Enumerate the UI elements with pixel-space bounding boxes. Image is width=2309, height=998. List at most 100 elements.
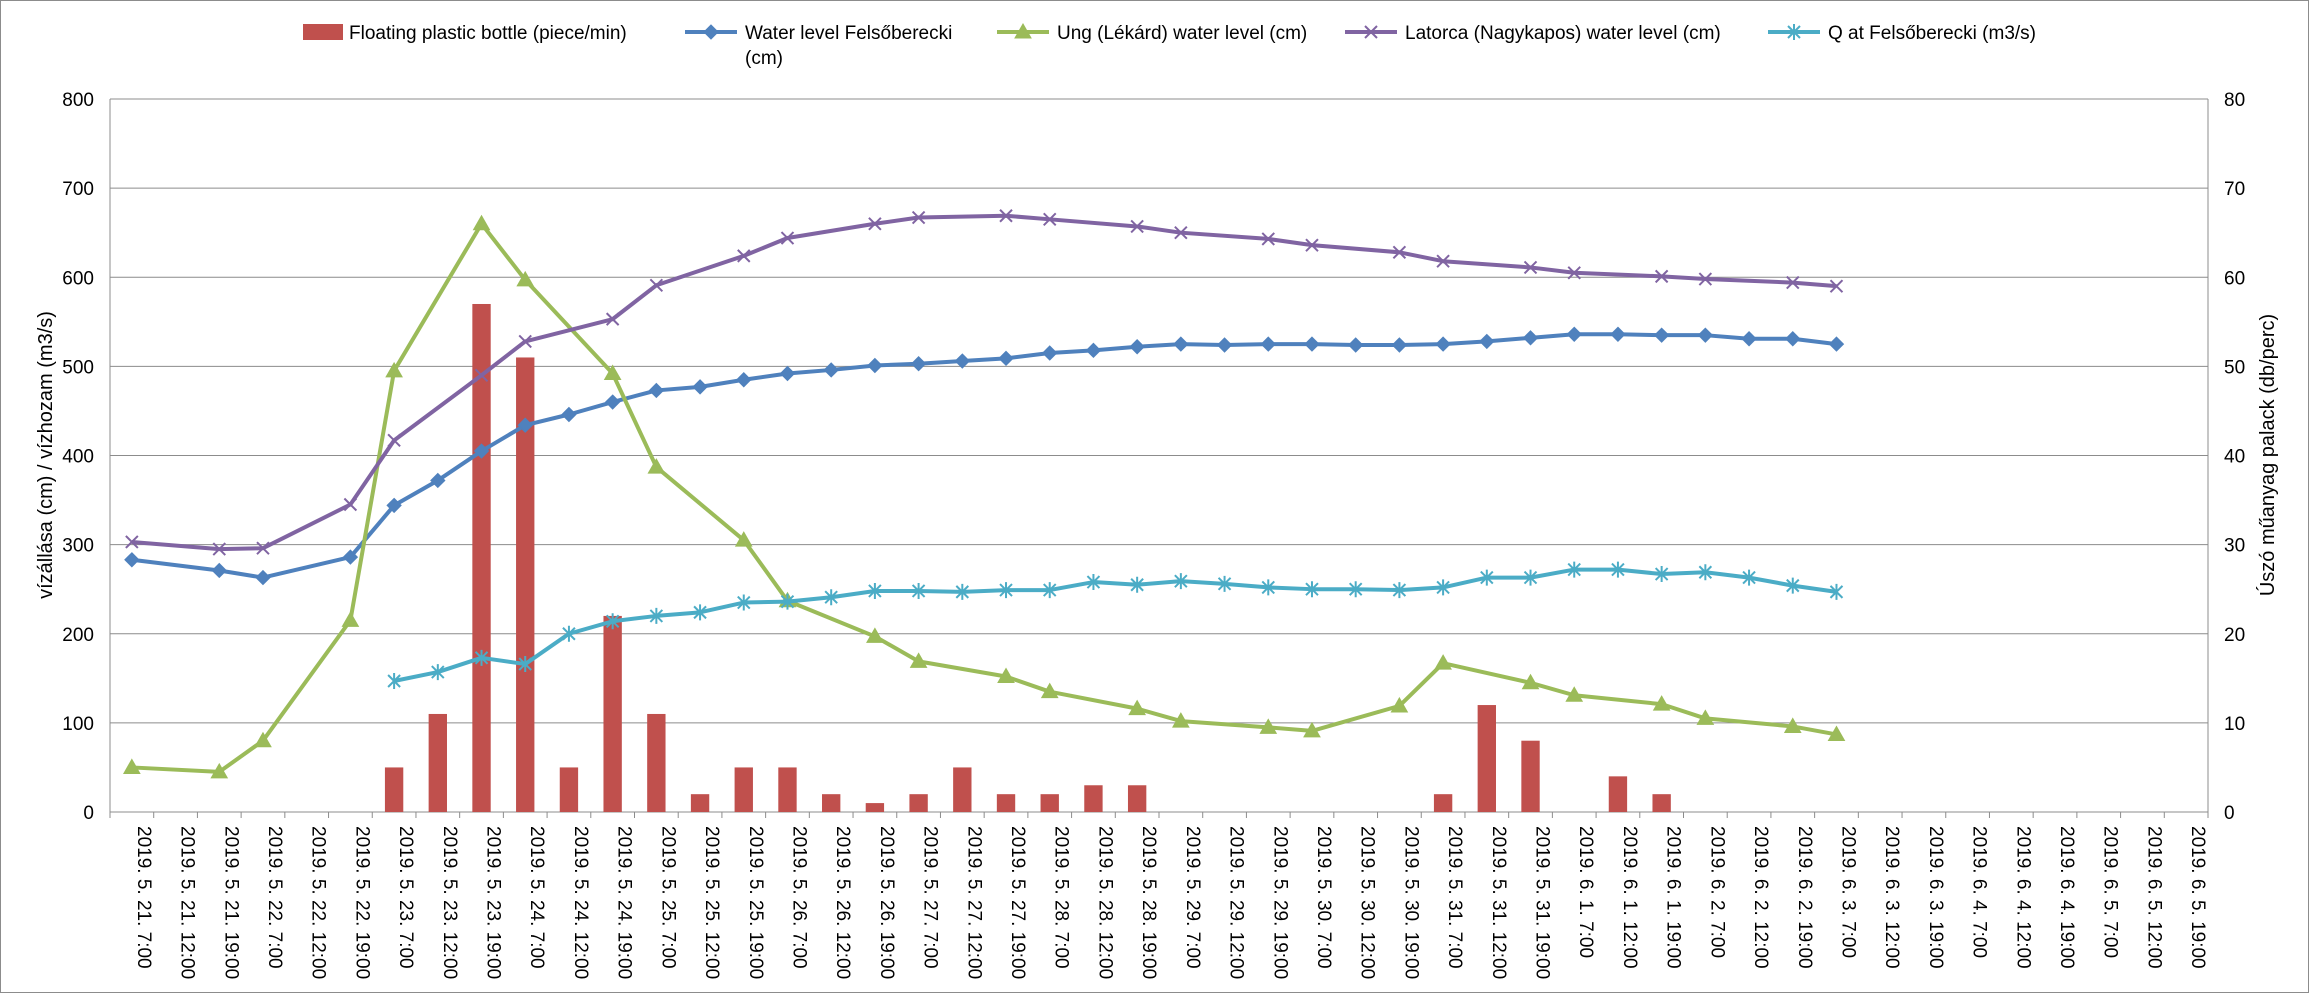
legend-label: Water level Felsőberecki — [745, 23, 952, 44]
point-latorca-nagykapos-water-level-cm — [1829, 279, 1844, 293]
point-ung-l-k-rd-water-level-cm — [1390, 696, 1409, 713]
point-q-at-fels-berecki-m3-s — [1436, 579, 1450, 596]
x-tick-label: 2019. 5. 21. 12:00 — [177, 826, 198, 979]
point-ung-l-k-rd-water-level-cm — [997, 667, 1015, 684]
point-water-level-fels-berecki-cm — [561, 406, 577, 423]
bar-floating-plastic-bottle-piece-min — [778, 767, 797, 812]
point-ung-l-k-rd-water-level-cm — [1303, 721, 1321, 738]
point-ung-l-k-rd-water-level-cm — [1783, 717, 1802, 733]
x-tick-label: 2019. 6. 5. 19:00 — [2187, 826, 2208, 969]
point-ung-l-k-rd-water-level-cm — [385, 361, 403, 378]
point-q-at-fels-berecki-m3-s — [1174, 573, 1188, 590]
bar-floating-plastic-bottle-piece-min — [1608, 776, 1628, 812]
point-q-at-fels-berecki-m3-s — [1392, 582, 1407, 599]
bar-floating-plastic-bottle-piece-min — [472, 303, 491, 812]
point-ung-l-k-rd-water-level-cm — [647, 458, 666, 474]
point-water-level-fels-berecki-cm — [1085, 342, 1102, 359]
point-water-level-fels-berecki-cm — [1741, 331, 1757, 347]
x-tick-label: 2019. 6. 5. 7:00 — [2100, 826, 2121, 958]
bar-floating-plastic-bottle-piece-min — [384, 767, 404, 812]
legend-label: Floating plastic bottle (piece/min) — [349, 23, 627, 44]
x-tick-label: 2019. 5. 27. 12:00 — [963, 826, 984, 979]
axis-layer: 0 0 100 10 200 20 300 30 400 40 500 50 600 60 700 70 800… — [62, 90, 2245, 979]
point-water-level-fels-berecki-cm — [473, 443, 490, 459]
x-tick-label: 2019. 5. 30. 12:00 — [1357, 826, 1378, 979]
x-tick-label: 2019. 5. 26. 12:00 — [832, 826, 853, 979]
point-ung-l-k-rd-water-level-cm — [1652, 695, 1671, 711]
point-ung-l-k-rd-water-level-cm — [210, 762, 229, 779]
point-water-level-fels-berecki-cm — [867, 357, 883, 374]
point-ung-l-k-rd-water-level-cm — [1259, 718, 1278, 734]
bar-floating-plastic-bottle-piece-min — [1040, 794, 1059, 812]
bar-floating-plastic-bottle-piece-min — [516, 357, 535, 812]
point-water-level-fels-berecki-cm — [1566, 326, 1582, 342]
bar-floating-plastic-bottle-piece-min — [734, 767, 753, 812]
point-q-at-fels-berecki-m3-s — [649, 607, 664, 624]
x-tick-label: 2019. 5. 26. 19:00 — [876, 826, 897, 979]
x-tick-label: 2019. 6. 2. 7:00 — [1706, 826, 1727, 958]
x-tick-label: 2019. 5. 26. 7:00 — [788, 826, 809, 969]
x-tick-label: 2019. 5. 31. 12:00 — [1488, 826, 1509, 979]
point-latorca-nagykapos-water-level-cm — [256, 541, 270, 555]
point-q-at-fels-berecki-m3-s — [693, 604, 707, 621]
x-tick-label: 2019. 5. 28. 7:00 — [1051, 826, 1072, 969]
y-right-tick-label: 80 — [2224, 90, 2245, 111]
point-latorca-nagykapos-water-level-cm — [1436, 254, 1450, 268]
point-ung-l-k-rd-water-level-cm — [909, 652, 928, 668]
line-q-at-fels-berecki-m3-s — [393, 567, 1837, 683]
x-tick-label: 2019. 5. 30. 19:00 — [1400, 826, 1421, 979]
point-water-level-fels-berecki-cm — [211, 562, 227, 579]
point-ung-l-k-rd-water-level-cm — [603, 364, 622, 381]
point-water-level-fels-berecki-cm — [1479, 333, 1495, 350]
point-water-level-fels-berecki-cm — [692, 379, 708, 395]
point-water-level-fels-berecki-cm — [1391, 337, 1408, 353]
point-latorca-nagykapos-water-level-cm — [518, 334, 532, 349]
x-tick-label: 2019. 6. 3. 7:00 — [1837, 826, 1858, 958]
y-right-tick-label: 20 — [2224, 625, 2245, 646]
y-left-tick-label: 400 — [62, 447, 94, 468]
point-ung-l-k-rd-water-level-cm — [1565, 686, 1584, 702]
bar-floating-plastic-bottle-piece-min — [996, 794, 1016, 812]
point-ung-l-k-rd-water-level-cm — [1171, 712, 1190, 728]
x-tick-label: 2019. 5. 31. 19:00 — [1532, 826, 1553, 979]
point-q-at-fels-berecki-m3-s — [1130, 576, 1144, 593]
point-q-at-fels-berecki-m3-s — [955, 583, 970, 600]
point-latorca-nagykapos-water-level-cm — [1392, 245, 1407, 260]
point-latorca-nagykapos-water-level-cm — [780, 231, 795, 245]
bar-layer — [384, 303, 1671, 812]
y-right-tick-label: 50 — [2224, 357, 2245, 378]
point-q-at-fels-berecki-m3-s — [1348, 581, 1363, 598]
x-tick-label: 2019. 5. 24. 19:00 — [614, 826, 635, 979]
bar-floating-plastic-bottle-piece-min — [1127, 785, 1147, 812]
point-latorca-nagykapos-water-level-cm — [868, 217, 882, 231]
x-tick-label: 2019. 6. 2. 12:00 — [1750, 826, 1771, 969]
x-tick-label: 2019. 5. 27. 19:00 — [1007, 826, 1028, 979]
point-q-at-fels-berecki-m3-s — [1523, 569, 1538, 586]
point-ung-l-k-rd-water-level-cm — [1040, 682, 1059, 699]
y-left-axis-title: vízállása (cm) / vízhozam (m3/s) — [35, 311, 57, 599]
bar-floating-plastic-bottle-piece-min — [909, 794, 928, 812]
point-water-level-fels-berecki-cm — [255, 569, 271, 586]
legend-marker — [1787, 24, 1801, 40]
x-tick-label: 2019. 6. 1. 12:00 — [1619, 826, 1640, 969]
point-ung-l-k-rd-water-level-cm — [1521, 673, 1540, 690]
x-tick-label: 2019. 6. 3. 19:00 — [1925, 826, 1946, 969]
point-water-level-fels-berecki-cm — [1260, 336, 1276, 352]
point-latorca-nagykapos-water-level-cm — [911, 210, 926, 225]
point-q-at-fels-berecki-m3-s — [999, 582, 1013, 599]
point-q-at-fels-berecki-m3-s — [1043, 582, 1057, 599]
x-tick-label: 2019. 5. 28. 19:00 — [1138, 826, 1159, 979]
x-tick-label: 2019. 6. 3. 12:00 — [1881, 826, 1902, 969]
point-latorca-nagykapos-water-level-cm — [387, 433, 401, 448]
line-water-level-fels-berecki-cm — [131, 332, 1837, 580]
legend-label: Q at Felsőberecki (m3/s) — [1828, 23, 2036, 44]
point-water-level-fels-berecki-cm — [517, 417, 533, 433]
x-tick-label: 2019. 6. 2. 19:00 — [1794, 826, 1815, 969]
point-water-level-fels-berecki-cm — [124, 552, 140, 568]
bar-floating-plastic-bottle-piece-min — [1477, 705, 1496, 812]
x-tick-label: 2019. 5. 25. 7:00 — [657, 826, 678, 969]
point-latorca-nagykapos-water-level-cm — [737, 249, 751, 263]
point-latorca-nagykapos-water-level-cm — [1130, 219, 1144, 234]
x-tick-label: 2019. 5. 25. 19:00 — [745, 826, 766, 979]
